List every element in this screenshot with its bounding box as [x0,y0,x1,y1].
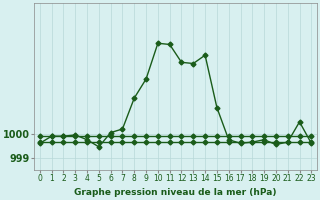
X-axis label: Graphe pression niveau de la mer (hPa): Graphe pression niveau de la mer (hPa) [74,188,277,197]
